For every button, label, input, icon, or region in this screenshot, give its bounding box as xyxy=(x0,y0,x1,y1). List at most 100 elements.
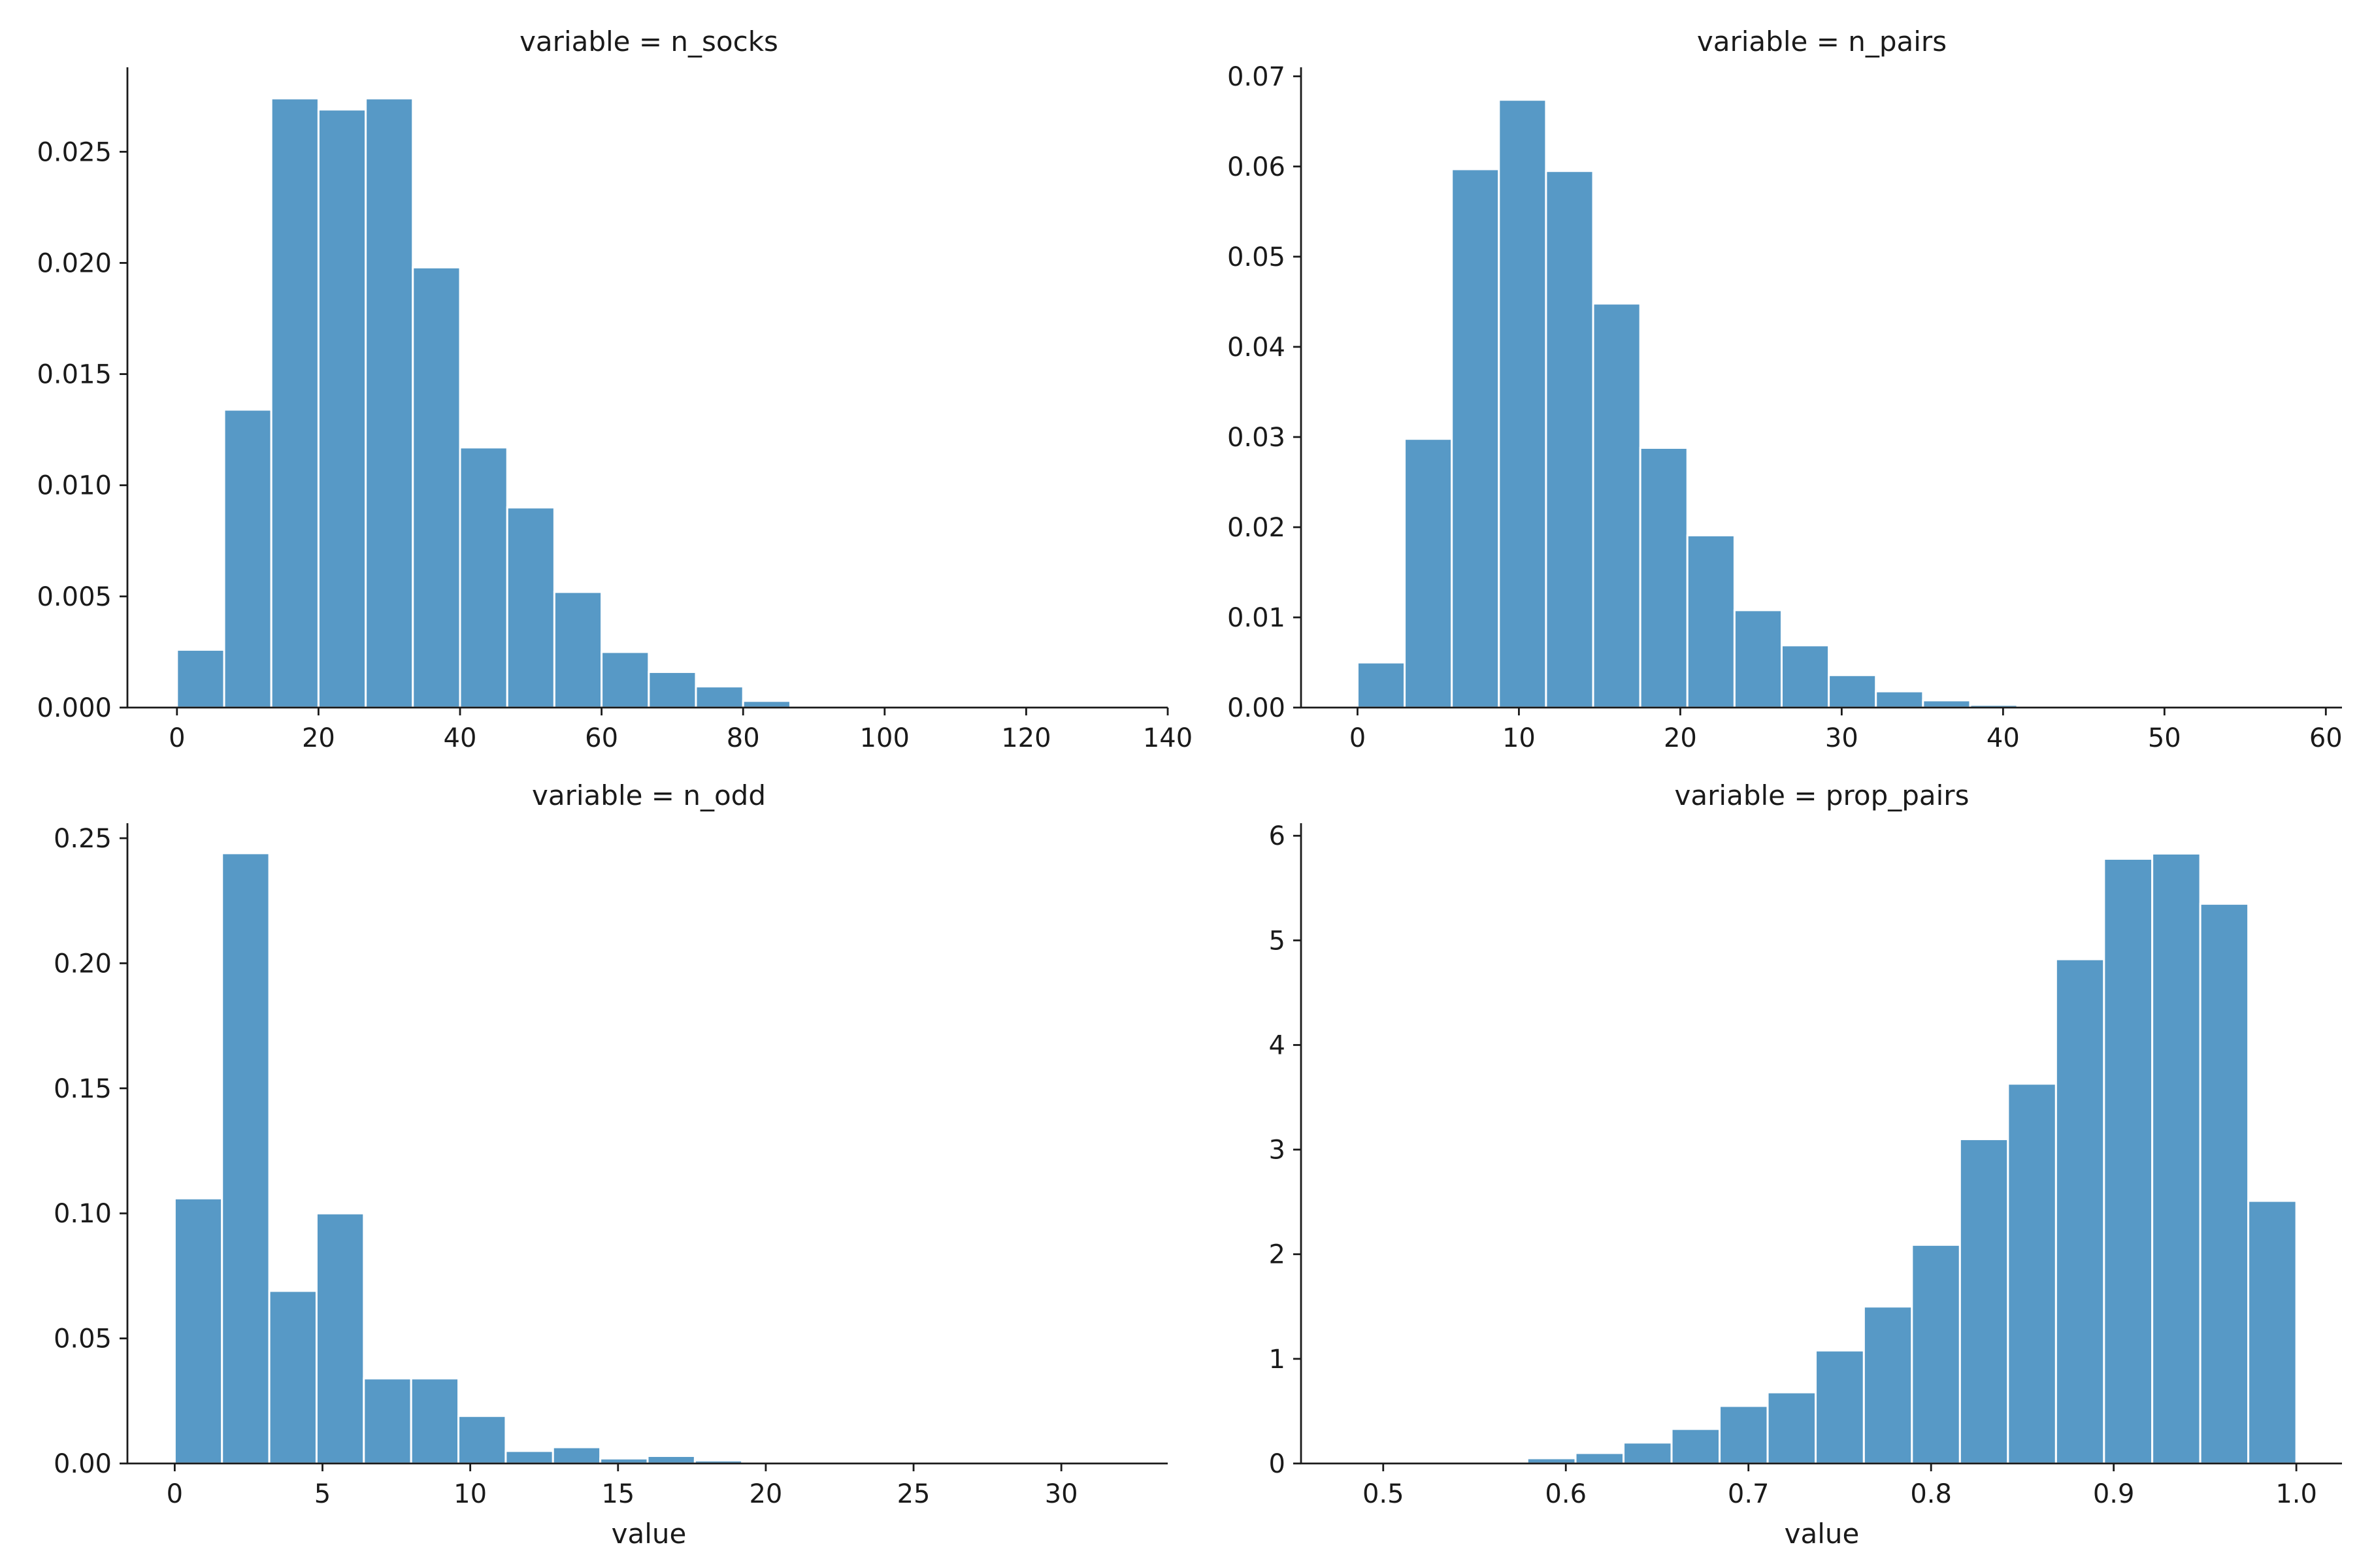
x-tick-label: 0.6 xyxy=(1545,1479,1587,1509)
y-tick-label: 0.15 xyxy=(54,1074,112,1104)
y-tick-label: 0.010 xyxy=(37,471,112,501)
histogram-bar xyxy=(1545,170,1594,709)
x-tick-label: 0.8 xyxy=(1910,1479,1952,1509)
y-tick-label: 0.20 xyxy=(54,949,112,979)
histogram-bar xyxy=(1862,1305,1913,1465)
x-tick-label: 0 xyxy=(169,723,185,753)
y-tick-label: 0.03 xyxy=(1227,423,1285,453)
x-axis-label: value xyxy=(1785,1518,1860,1550)
x-tick-label: 60 xyxy=(585,723,618,753)
x-tick-label: 30 xyxy=(1825,723,1858,753)
histogram-bar xyxy=(553,591,603,709)
histogram-bar xyxy=(646,1455,696,1465)
histogram-bar xyxy=(2103,857,2154,1465)
y-tick-label: 5 xyxy=(1269,926,1285,956)
y-tick-label: 3 xyxy=(1269,1135,1285,1166)
histogram-bar xyxy=(1451,168,1500,709)
histogram-bar xyxy=(1719,1405,1769,1465)
histogram-bar xyxy=(1686,534,1736,709)
histogram-bar xyxy=(695,685,744,709)
histogram-bar xyxy=(1670,1428,1721,1465)
histogram-bar xyxy=(1780,644,1830,709)
histogram-bar xyxy=(1815,1349,1865,1465)
y-tick-label: 0.020 xyxy=(37,248,112,278)
y-tick-label: 6 xyxy=(1269,821,1285,851)
y-tick-label: 0.04 xyxy=(1227,333,1285,363)
x-tick-label: 0.7 xyxy=(1728,1479,1770,1509)
y-tick-label: 0.01 xyxy=(1227,603,1285,633)
x-axis-label: value xyxy=(612,1518,687,1550)
histogram-bar xyxy=(1911,1243,1961,1465)
histogram-bar xyxy=(457,1414,507,1465)
histogram-bar xyxy=(268,1290,318,1465)
y-tick-label: 0.015 xyxy=(37,360,112,390)
facet-n-socks: variable = n_socks 0 20 40 60 80 100 120 140 0.0… xyxy=(37,25,1193,753)
x-tick-label: 0.9 xyxy=(2093,1479,2135,1509)
histogram-bar xyxy=(2247,1200,2298,1465)
y-tick-label: 0 xyxy=(1269,1449,1285,1479)
histogram-bar xyxy=(221,852,271,1465)
facet-n-odd: variable = n_odd value 0 5 10 15 20 25 300.000… xyxy=(54,779,1168,1550)
histogram-bar xyxy=(176,649,225,709)
histogram-bar xyxy=(317,108,367,709)
histogram-bar xyxy=(1875,690,1924,709)
histogram-bar xyxy=(412,266,461,709)
histogram-bar xyxy=(2054,958,2105,1465)
plot-area: 0.5 0.6 0.7 0.8 0.9 1.0 0 1 2 3 4 5 6 xyxy=(1269,821,2342,1509)
histogram-bar xyxy=(173,1197,223,1465)
facet-title: variable = prop_pairs xyxy=(1675,779,1970,811)
x-tick-label: 0 xyxy=(1349,723,1366,753)
x-tick-label: 10 xyxy=(453,1479,487,1509)
x-tick-label: 1.0 xyxy=(2275,1479,2317,1509)
plot-area: 0 20 40 60 80 100 120 140 0.000 0.005 0.010 0.015 0.… xyxy=(37,67,1193,753)
facet-prop-pairs: variable = prop_pairs value 0.5 0.6 0.7 0.8… xyxy=(1269,779,2342,1550)
x-tick-label: 20 xyxy=(749,1479,782,1509)
y-tick-label: 2 xyxy=(1269,1240,1285,1270)
histogram-bar xyxy=(648,671,697,709)
plot-area: 0 5 10 15 20 25 30 0.00 0.05 0.10 0.15 0.20 0.25 xyxy=(54,823,1168,1509)
x-tick-label: 100 xyxy=(860,723,910,753)
histogram-bar xyxy=(365,97,414,709)
histogram-bar xyxy=(1498,99,1547,709)
x-tick-label: 10 xyxy=(1502,723,1536,753)
y-tick-label: 0.00 xyxy=(54,1449,112,1479)
facet-title: variable = n_pairs xyxy=(1697,25,1947,57)
y-tick-label: 0.000 xyxy=(37,693,112,723)
histogram-bar xyxy=(2151,852,2201,1465)
x-tick-label: 25 xyxy=(897,1479,931,1509)
facet-n-pairs: variable = n_pairs 0 10 20 30 40 50 60 0.00 0.01… xyxy=(1227,25,2343,753)
histogram-bar xyxy=(1828,674,1877,709)
histogram-bar xyxy=(1639,446,1689,709)
y-tick-label: 0.00 xyxy=(1227,693,1285,723)
facet-title: variable = n_socks xyxy=(519,25,778,57)
histogram-bar xyxy=(223,408,272,709)
x-tick-label: 20 xyxy=(302,723,335,753)
x-tick-label: 0.5 xyxy=(1362,1479,1404,1509)
y-tick-label: 0.25 xyxy=(54,824,112,854)
histogram-bar xyxy=(410,1377,460,1465)
x-tick-label: 80 xyxy=(727,723,760,753)
histogram-bar xyxy=(601,651,650,709)
x-tick-label: 40 xyxy=(444,723,477,753)
y-tick-label: 0.05 xyxy=(1227,242,1285,272)
x-tick-label: 50 xyxy=(2148,723,2181,753)
y-tick-label: 4 xyxy=(1269,1030,1285,1060)
x-tick-label: 140 xyxy=(1143,723,1193,753)
y-tick-label: 0.025 xyxy=(37,137,112,167)
histogram-bar xyxy=(459,446,508,709)
y-tick-label: 0.02 xyxy=(1227,513,1285,543)
histogram-bar xyxy=(1356,661,1406,709)
histogram-bar xyxy=(552,1446,602,1465)
plot-area: 0 10 20 30 40 50 60 0.00 0.01 0.02 0.03 0.04 0.05 0.0… xyxy=(1227,62,2343,753)
x-tick-label: 120 xyxy=(1001,723,1051,753)
y-tick-label: 0.10 xyxy=(54,1199,112,1229)
x-tick-label: 0 xyxy=(167,1479,183,1509)
histogram-bar xyxy=(504,1450,554,1465)
x-tick-label: 5 xyxy=(314,1479,331,1509)
x-tick-label: 20 xyxy=(1664,723,1697,753)
histogram-bar xyxy=(1733,609,1783,709)
histogram-bar xyxy=(1574,1452,1625,1465)
histogram-bar xyxy=(1766,1391,1817,1465)
histogram-bar xyxy=(1623,1441,1673,1465)
